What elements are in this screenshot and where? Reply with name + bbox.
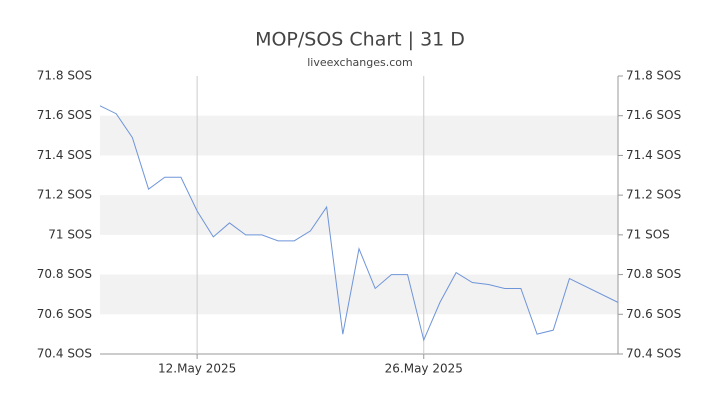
y-tick-label: 71.2 SOS (37, 188, 92, 202)
y2-tick-label: 71.4 SOS (626, 148, 681, 162)
grid-band (100, 274, 618, 315)
chart-subtitle: liveexchanges.com (307, 56, 412, 69)
y2-tick-label: 71.6 SOS (626, 108, 681, 122)
y2-tick-label: 71.2 SOS (626, 188, 681, 202)
y-tick-label: 70.6 SOS (37, 307, 92, 321)
y2-tick-label: 70.6 SOS (626, 307, 681, 321)
y2-tick-label: 71 SOS (626, 227, 670, 241)
y-tick-label: 71.4 SOS (37, 148, 92, 162)
y-tick-label: 71.8 SOS (37, 69, 92, 83)
x-tick-label: 26.May 2025 (385, 362, 463, 376)
grid-band (100, 115, 618, 156)
x-tick-label: 12.May 2025 (158, 362, 236, 376)
y2-tick-label: 70.4 SOS (626, 347, 681, 361)
y-tick-label: 70.8 SOS (37, 267, 92, 281)
y2-tick-label: 71.8 SOS (626, 69, 681, 83)
chart-title: MOP/SOS Chart | 31 D (255, 29, 465, 51)
y2-tick-label: 70.8 SOS (626, 267, 681, 281)
y-tick-label: 71 SOS (48, 227, 92, 241)
y-tick-label: 71.6 SOS (37, 108, 92, 122)
grid-band (100, 195, 618, 235)
y-tick-label: 70.4 SOS (37, 347, 92, 361)
series-line (99, 105, 619, 342)
